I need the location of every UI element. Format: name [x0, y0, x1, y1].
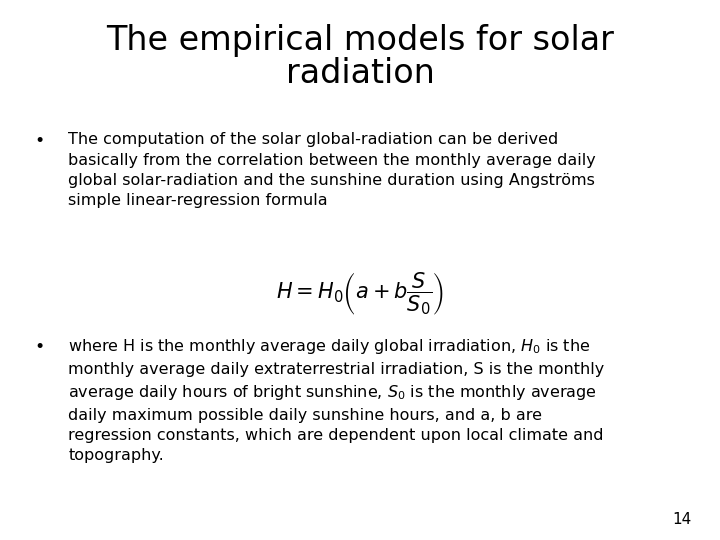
Text: •: • [35, 338, 45, 355]
Text: radiation: radiation [286, 57, 434, 90]
Text: $H = H_0\left(a + b\dfrac{S}{S_0}\right)$: $H = H_0\left(a + b\dfrac{S}{S_0}\right)… [276, 270, 444, 317]
Text: The computation of the solar global-radiation can be derived
basically from the : The computation of the solar global-radi… [68, 132, 596, 208]
Text: •: • [35, 132, 45, 150]
Text: The empirical models for solar: The empirical models for solar [106, 24, 614, 57]
Text: where H is the monthly average daily global irradiation, $H_0$ is the
monthly av: where H is the monthly average daily glo… [68, 338, 605, 463]
Text: 14: 14 [672, 511, 691, 526]
